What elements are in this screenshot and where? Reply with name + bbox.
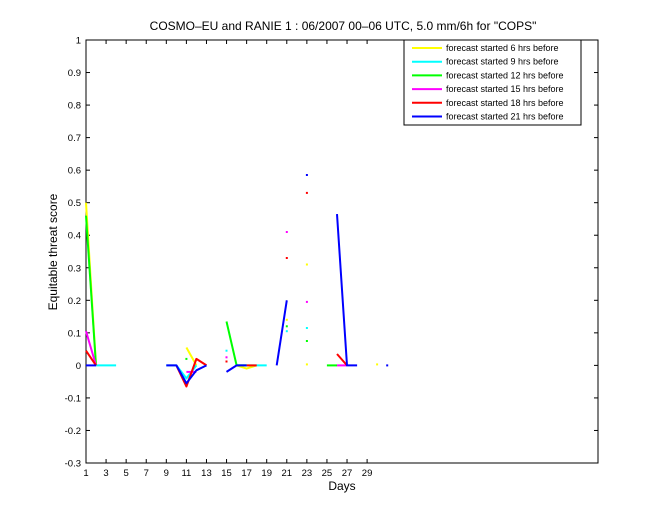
- data-point: [285, 325, 288, 328]
- legend-label: forecast started 9 hrs before: [446, 57, 559, 67]
- series-line: [336, 214, 358, 367]
- x-tick-label: 13: [201, 468, 212, 479]
- data-point: [305, 300, 308, 303]
- data-point: [305, 174, 308, 176]
- y-axis: -0.3 -0.2 -0.1 0 0.1 0.2 0.3 0.4 0.5 0.6 0.7 0.8 0.9…: [65, 36, 598, 470]
- data-point: [225, 360, 228, 363]
- y-tick-label: 0.8: [68, 101, 81, 112]
- x-tick-label: 5: [124, 468, 129, 479]
- x-tick-label: 21: [281, 468, 292, 479]
- y-tick-label: 0.2: [68, 296, 81, 307]
- y-axis-label: Equitable threat score: [46, 193, 60, 310]
- data-point: [225, 356, 228, 359]
- data-point: [285, 231, 288, 233]
- data-point: [285, 318, 288, 321]
- legend-label: forecast started 15 hrs before: [446, 84, 564, 94]
- y-tick-label: 1: [76, 36, 81, 47]
- data-point: [305, 327, 308, 329]
- x-tick-label: 19: [261, 468, 272, 479]
- y-tick-label: 0.7: [68, 133, 81, 144]
- x-tick-label: 3: [103, 468, 108, 479]
- x-tick-label: 17: [241, 468, 252, 479]
- legend-label: forecast started 12 hrs before: [446, 70, 564, 80]
- data-point: [305, 340, 308, 342]
- data-point: [185, 357, 188, 360]
- series-line: [85, 215, 97, 366]
- series-line: [225, 364, 247, 373]
- y-tick-label: -0.1: [65, 393, 81, 404]
- x-tick-label: 25: [322, 468, 333, 479]
- x-tick-label: 11: [181, 468, 191, 479]
- series-layer: [85, 174, 389, 388]
- series-line: [275, 300, 288, 366]
- series-line: [85, 350, 97, 366]
- data-point: [305, 191, 308, 194]
- y-tick-label: 0.1: [68, 328, 81, 339]
- y-tick-label: 0.3: [68, 263, 81, 274]
- y-tick-label: -0.3: [65, 459, 81, 470]
- x-tick-label: 1: [83, 468, 88, 479]
- x-tick-label: 9: [164, 468, 169, 479]
- y-tick-label: 0.9: [68, 68, 81, 79]
- data-point: [376, 363, 379, 366]
- chart-title: COSMO–EU and RANIE 1 : 06/2007 00–06 UTC…: [150, 19, 537, 33]
- y-tick-label: 0.5: [68, 198, 81, 209]
- data-point: [285, 330, 288, 333]
- data-point: [386, 364, 389, 367]
- series-line: [85, 330, 97, 366]
- x-tick-label: 27: [342, 468, 353, 479]
- legend-label: forecast started 21 hrs before: [446, 112, 564, 122]
- data-point: [305, 363, 308, 366]
- x-tick-label: 15: [221, 468, 232, 479]
- x-tick-label: 7: [144, 468, 149, 479]
- x-tick-label: 29: [362, 468, 373, 479]
- x-tick-label: 23: [302, 468, 313, 479]
- y-tick-label: 0: [76, 361, 81, 372]
- data-point: [285, 257, 288, 259]
- legend: forecast started 6 hrs before forecast st…: [403, 39, 582, 126]
- x-axis-label: Days: [328, 479, 355, 493]
- data-point: [225, 349, 228, 352]
- series-line: [166, 364, 207, 385]
- data-point: [305, 263, 308, 266]
- x-axis: 1 3 5 7 9 11 13 15 17 19 21 23 25 27 29: [83, 40, 372, 479]
- series-line: [236, 364, 258, 370]
- legend-label: forecast started 18 hrs before: [446, 98, 564, 108]
- series-6: [86, 174, 389, 385]
- y-tick-label: 0.4: [68, 231, 81, 242]
- legend-label: forecast started 6 hrs before: [446, 43, 559, 53]
- y-tick-label: 0.6: [68, 166, 81, 177]
- y-tick-label: -0.2: [65, 426, 81, 437]
- legend-box: [403, 39, 582, 126]
- series-line: [336, 353, 348, 367]
